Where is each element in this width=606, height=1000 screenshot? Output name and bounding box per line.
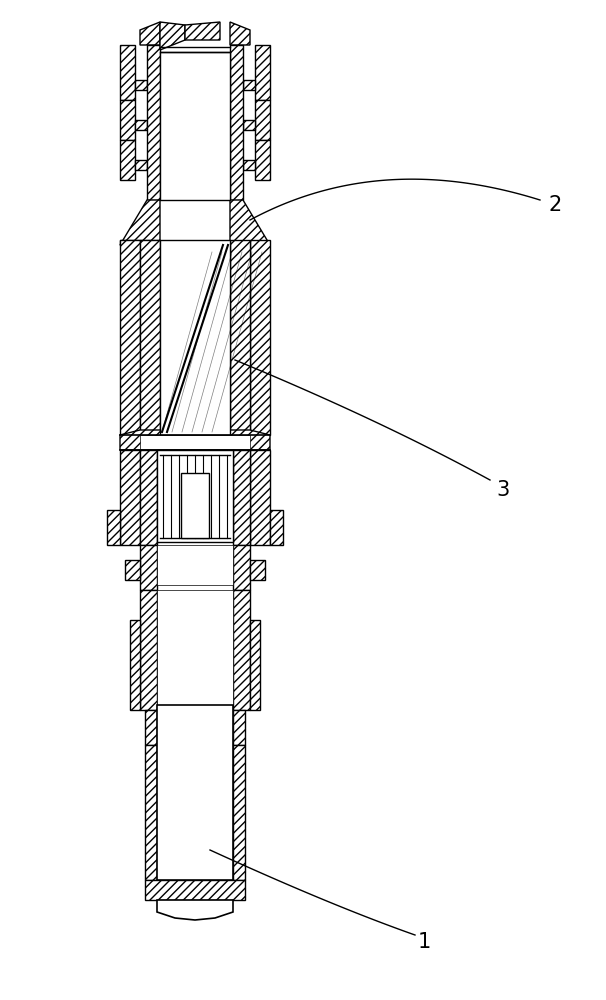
Bar (157, 545, 233, 585)
Polygon shape (140, 240, 160, 435)
Polygon shape (233, 710, 245, 745)
Polygon shape (145, 745, 157, 880)
Bar (181, 473, 209, 538)
Polygon shape (135, 120, 147, 130)
Polygon shape (107, 510, 120, 545)
Polygon shape (243, 120, 255, 130)
Polygon shape (120, 450, 140, 545)
Polygon shape (120, 240, 160, 245)
Polygon shape (230, 22, 250, 45)
Polygon shape (230, 200, 270, 245)
Polygon shape (250, 620, 260, 710)
Bar (157, 710, 233, 740)
Polygon shape (120, 140, 135, 180)
Polygon shape (145, 710, 157, 745)
Polygon shape (243, 160, 255, 170)
Polygon shape (130, 620, 140, 710)
Polygon shape (250, 450, 270, 545)
Polygon shape (120, 100, 135, 140)
Polygon shape (250, 560, 265, 580)
Polygon shape (160, 22, 185, 50)
Polygon shape (185, 22, 220, 40)
Bar (160, 240, 230, 435)
Polygon shape (270, 510, 283, 545)
Polygon shape (255, 140, 270, 180)
Polygon shape (140, 545, 157, 590)
Polygon shape (120, 430, 270, 450)
Polygon shape (140, 22, 160, 45)
Polygon shape (230, 45, 243, 200)
Polygon shape (255, 45, 270, 100)
Polygon shape (120, 240, 140, 435)
Bar (157, 590, 233, 705)
Polygon shape (233, 545, 250, 590)
Polygon shape (233, 745, 245, 880)
Polygon shape (120, 45, 135, 100)
Polygon shape (233, 590, 250, 710)
Polygon shape (120, 200, 160, 245)
Polygon shape (230, 240, 250, 435)
Polygon shape (233, 450, 250, 545)
Polygon shape (125, 560, 140, 580)
Polygon shape (255, 100, 270, 140)
Polygon shape (145, 880, 245, 900)
Bar (157, 450, 233, 542)
Polygon shape (243, 80, 255, 90)
Polygon shape (135, 160, 147, 170)
Text: 1: 1 (418, 932, 431, 952)
Bar (140, 435, 250, 449)
Polygon shape (250, 240, 270, 435)
Text: 3: 3 (496, 480, 509, 500)
Bar (160, 52, 230, 200)
Polygon shape (135, 80, 147, 90)
Text: 2: 2 (548, 195, 561, 215)
Polygon shape (157, 900, 233, 920)
Polygon shape (140, 590, 157, 710)
Polygon shape (147, 45, 160, 200)
Bar (157, 705, 233, 880)
Polygon shape (140, 450, 157, 545)
